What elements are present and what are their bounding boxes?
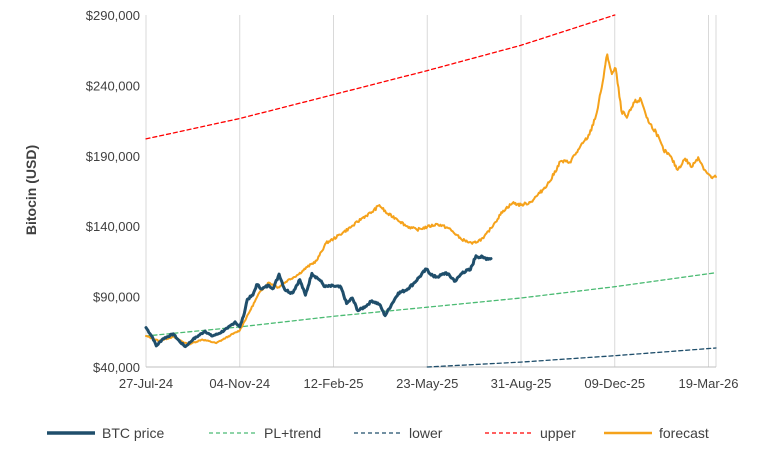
series-line-upper — [145, 14, 616, 140]
legend-label: upper — [540, 425, 576, 441]
y-axis-title: Bitocin (USD) — [23, 145, 39, 235]
axis-layer: $40,000 $90,000 $140,000 $190,000 $240,000 $2… — [86, 8, 739, 391]
legend-item-lower: lower — [354, 425, 443, 441]
legend-label: lower — [409, 425, 443, 441]
x-tick-label: 12-Feb-25 — [304, 376, 364, 391]
x-tick-label: 27-Jul-24 — [119, 376, 173, 391]
series-line-btc-price — [144, 254, 493, 349]
y-tick-label: $40,000 — [93, 360, 140, 375]
x-tick-label: 04-Nov-24 — [209, 376, 270, 391]
legend-item-forecast: forecast — [604, 425, 709, 441]
legend-label: forecast — [659, 425, 709, 441]
series-line-forecast — [145, 53, 717, 346]
series-layer — [144, 14, 717, 368]
legend-label: BTC price — [102, 425, 164, 441]
x-tick-label: 19-Mar-26 — [679, 376, 739, 391]
series-line-lower — [426, 347, 717, 368]
y-tick-label: $190,000 — [86, 149, 140, 164]
y-tick-label: $140,000 — [86, 219, 140, 234]
y-tick-label: $240,000 — [86, 78, 140, 93]
x-tick-label: 09-Dec-25 — [584, 376, 645, 391]
x-tick-label: 31-Aug-25 — [491, 376, 552, 391]
legend-item-btc-price: BTC price — [47, 425, 164, 441]
x-tick-label: 23-May-25 — [396, 376, 458, 391]
grid-layer — [145, 15, 717, 368]
y-tick-label: $290,000 — [86, 8, 140, 23]
legend-label: PL+trend — [264, 425, 321, 441]
legend-item-upper: upper — [485, 425, 576, 441]
legend-item-pl-trend: PL+trend — [209, 425, 321, 441]
y-tick-label: $90,000 — [93, 290, 140, 305]
legend: BTC price PL+trend lower upper forecast — [47, 425, 709, 441]
